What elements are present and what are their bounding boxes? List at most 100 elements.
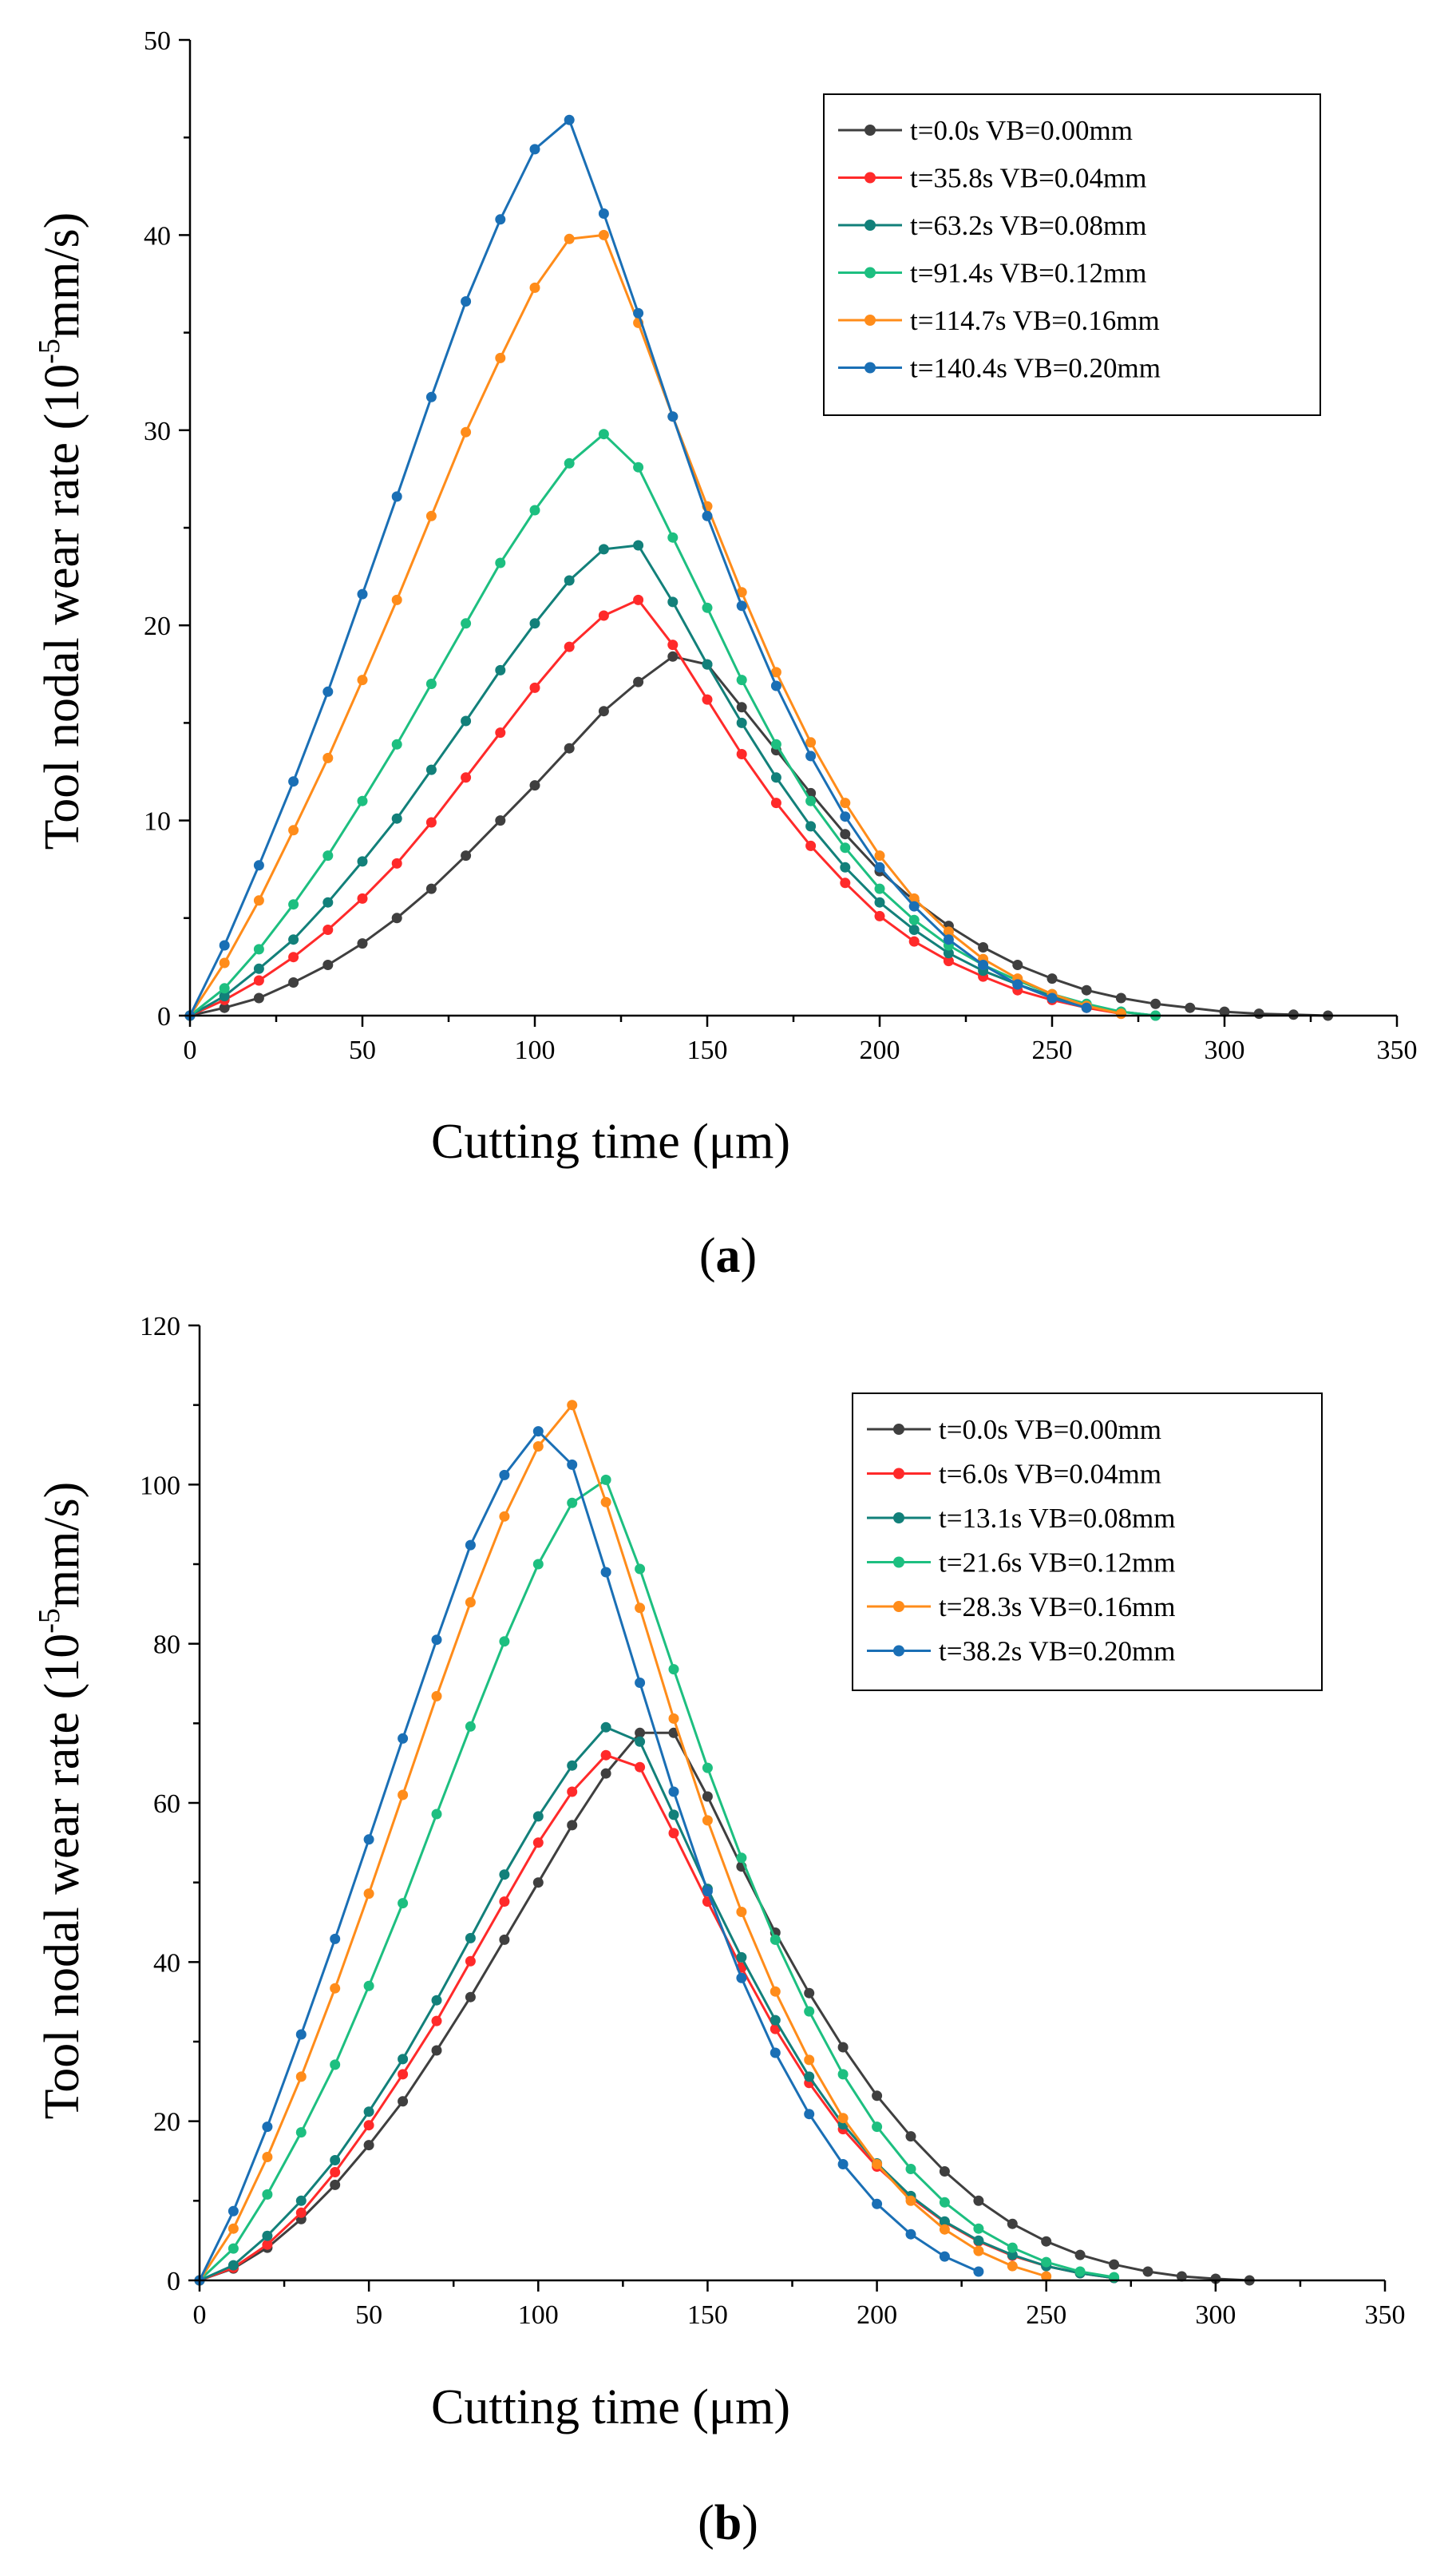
data-point — [532, 1441, 544, 1452]
data-point — [770, 1934, 781, 1945]
data-point — [398, 2069, 409, 2080]
data-point — [1046, 973, 1058, 984]
data-point — [840, 829, 851, 840]
data-point — [495, 214, 506, 225]
y-tick-label: 60 — [153, 1789, 180, 1819]
data-point — [943, 956, 954, 967]
x-tick-label: 50 — [355, 2300, 382, 2330]
chart-a: 0 50 100 150 200 250 300 350 0 10 20 30 40 50 Cutting… — [33, 26, 1418, 1283]
series-group — [194, 1400, 1255, 2286]
data-point — [736, 675, 747, 686]
data-point — [635, 1602, 646, 1614]
data-point — [461, 296, 472, 307]
data-point — [805, 795, 817, 806]
data-point — [702, 1886, 713, 1897]
data-point — [425, 817, 437, 828]
legend-swatch-marker — [864, 362, 876, 374]
data-point — [908, 925, 920, 935]
data-point — [1074, 2249, 1086, 2260]
data-point — [425, 510, 437, 521]
data-point — [357, 893, 368, 904]
data-point — [564, 233, 575, 244]
x-tick-label: 100 — [518, 2300, 559, 2330]
data-point — [635, 1727, 646, 1738]
data-point — [973, 2235, 984, 2246]
data-point — [805, 751, 817, 762]
data-point — [330, 2059, 341, 2070]
data-point — [219, 940, 230, 951]
data-point — [398, 2096, 409, 2107]
y-tick-label: 10 — [144, 807, 171, 837]
x-tick-label: 200 — [857, 2300, 897, 2330]
data-point — [322, 897, 334, 908]
x-tick-label: 0 — [193, 2300, 207, 2330]
data-point — [330, 2167, 341, 2177]
data-point — [529, 618, 540, 629]
legend-label: t=6.0s VB=0.04mm — [939, 1459, 1161, 1490]
data-point — [805, 840, 817, 851]
data-point — [1115, 1008, 1126, 1020]
data-point — [253, 860, 264, 871]
y-tick-label: 40 — [144, 221, 171, 251]
data-point — [461, 618, 472, 629]
data-point — [425, 679, 437, 689]
data-point — [322, 752, 334, 763]
data-point — [872, 2121, 883, 2133]
data-point — [330, 1933, 341, 1944]
data-point — [598, 610, 609, 621]
x-tick-label: 100 — [515, 1036, 556, 1065]
legend-swatch-marker — [864, 220, 876, 231]
series-line-5 — [198, 1430, 979, 2281]
data-point — [288, 776, 299, 787]
data-point — [770, 772, 781, 783]
data-point — [461, 850, 472, 862]
data-point — [288, 899, 299, 910]
data-point — [600, 1768, 611, 1779]
data-point — [667, 411, 679, 422]
y-tick-label: 20 — [144, 612, 171, 641]
data-point — [702, 1815, 713, 1826]
data-point — [905, 2195, 916, 2206]
data-point — [465, 1597, 476, 1608]
data-point — [288, 934, 299, 945]
data-point — [357, 588, 368, 600]
x-tick-label: 200 — [860, 1036, 900, 1065]
data-point — [702, 1791, 713, 1802]
data-point — [532, 1426, 544, 1437]
data-point — [1081, 1002, 1092, 1013]
data-point — [736, 1852, 747, 1864]
legend-swatch-marker — [893, 1645, 904, 1657]
data-point — [1041, 2236, 1052, 2247]
data-point — [633, 676, 644, 687]
data-point — [598, 706, 609, 717]
data-point — [872, 2159, 883, 2169]
data-point — [363, 2120, 374, 2131]
data-point — [322, 925, 334, 935]
x-tick-label: 0 — [184, 1036, 197, 1065]
data-point — [1115, 992, 1126, 1004]
y-axis-title: Tool nodal wear rate (10-5mm/s) — [33, 212, 89, 850]
data-point — [908, 901, 920, 912]
data-point — [736, 749, 747, 759]
data-point — [262, 2230, 273, 2241]
y-tick-label: 30 — [144, 417, 171, 446]
data-point — [804, 2006, 815, 2017]
data-point — [840, 798, 851, 809]
legend-label: t=63.2s VB=0.08mm — [910, 210, 1147, 241]
data-point — [391, 594, 402, 605]
data-point — [635, 1563, 646, 1575]
data-point — [1007, 2260, 1018, 2272]
data-point — [939, 2197, 950, 2208]
data-point — [1142, 2266, 1153, 2277]
legend-swatch-marker — [893, 1601, 904, 1612]
data-point — [330, 1983, 341, 1994]
data-point — [874, 910, 885, 921]
data-point — [461, 426, 472, 438]
data-point — [253, 944, 264, 955]
y-tick-label: 80 — [153, 1630, 180, 1660]
y-axis-title-exponent: -5 — [33, 1608, 66, 1634]
data-point — [1253, 1008, 1264, 1020]
y-axis-title-unit: mm/s) — [35, 212, 89, 339]
